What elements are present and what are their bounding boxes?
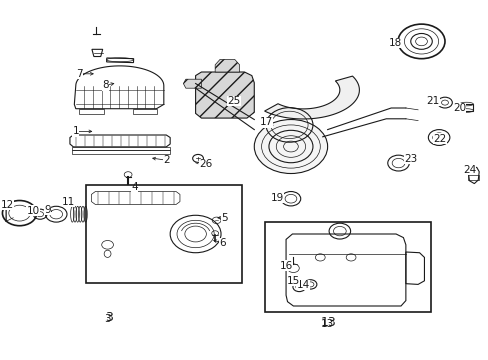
Bar <box>72 150 170 154</box>
Text: 18: 18 <box>387 38 401 48</box>
Text: 3: 3 <box>104 314 111 324</box>
Text: 26: 26 <box>198 159 212 169</box>
Text: 20: 20 <box>452 103 465 113</box>
Text: 16: 16 <box>279 261 292 271</box>
Circle shape <box>254 120 327 174</box>
Text: 7: 7 <box>76 69 83 79</box>
Polygon shape <box>183 79 201 88</box>
Bar <box>133 109 157 114</box>
Text: 8: 8 <box>102 80 108 90</box>
Text: 19: 19 <box>270 193 284 203</box>
Bar <box>85 185 242 283</box>
Text: 25: 25 <box>226 96 240 106</box>
Polygon shape <box>215 59 239 72</box>
Bar <box>79 109 103 114</box>
Polygon shape <box>264 76 359 119</box>
Text: 24: 24 <box>462 165 475 175</box>
Text: 11: 11 <box>61 197 75 207</box>
Bar <box>459 104 472 111</box>
Bar <box>468 175 478 180</box>
Polygon shape <box>195 72 254 118</box>
Text: 22: 22 <box>432 134 446 144</box>
Text: 23: 23 <box>403 154 417 164</box>
Text: 21: 21 <box>426 96 439 106</box>
Bar <box>106 58 133 63</box>
Bar <box>264 222 430 312</box>
Bar <box>72 147 170 150</box>
Text: 9: 9 <box>44 204 51 215</box>
Text: 15: 15 <box>286 276 300 286</box>
Text: 4: 4 <box>131 182 138 192</box>
Text: 13: 13 <box>320 319 334 329</box>
Text: 17: 17 <box>259 117 273 127</box>
Text: 2: 2 <box>163 155 169 165</box>
Text: 13: 13 <box>320 316 336 329</box>
Text: 5: 5 <box>221 213 228 223</box>
Text: 12: 12 <box>0 200 14 210</box>
Text: 6: 6 <box>219 238 225 248</box>
Text: 10: 10 <box>27 206 40 216</box>
Text: 3: 3 <box>104 311 112 324</box>
Text: 14: 14 <box>296 280 309 290</box>
Text: 1: 1 <box>72 126 79 136</box>
